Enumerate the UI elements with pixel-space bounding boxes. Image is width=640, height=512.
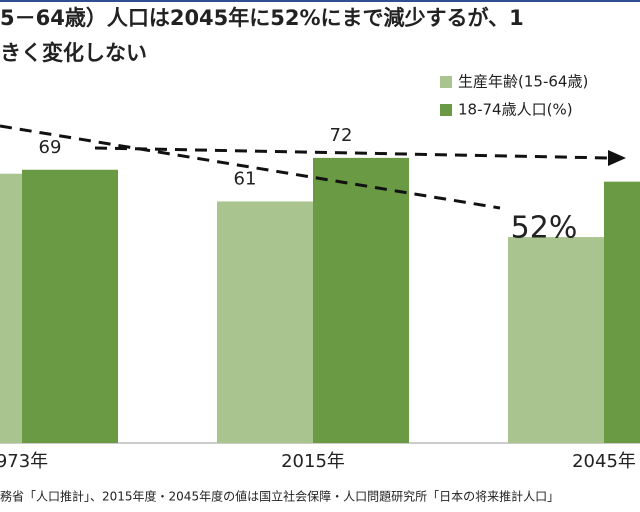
data-label: 72 — [330, 125, 353, 146]
x-tick-label: 2015年 — [281, 451, 345, 472]
bar — [604, 181, 640, 443]
trend-line — [0, 124, 501, 210]
x-tick-label: 973年 — [0, 451, 48, 472]
legend-label: 18-74歳人口(%) — [458, 101, 573, 119]
bar — [22, 169, 118, 443]
chart-title: 5－64歳）人口は2045年に52%にまで減少するが、1 — [0, 6, 524, 30]
data-label: 52% — [511, 211, 578, 246]
bar — [313, 157, 409, 443]
trend-arrows — [0, 124, 626, 210]
chart-subtitle: きく変化しない — [0, 41, 147, 65]
data-label: 69 — [39, 137, 62, 158]
x-tick-label: 2045年 — [572, 451, 636, 472]
legend-swatch — [440, 76, 452, 88]
data-label: 61 — [234, 168, 257, 189]
arrow-head — [608, 150, 626, 166]
source-note: 務省「人口推計」、2015年度・2045年度の値は国立社会保障・人口問題研究所「… — [0, 489, 559, 504]
plot — [0, 157, 640, 443]
legend-label: 生産年齢(15-64歳) — [458, 73, 588, 91]
trend-line — [94, 146, 611, 160]
bar — [217, 201, 313, 443]
bar — [508, 237, 604, 443]
bar — [0, 173, 22, 443]
legend-swatch — [440, 104, 452, 116]
